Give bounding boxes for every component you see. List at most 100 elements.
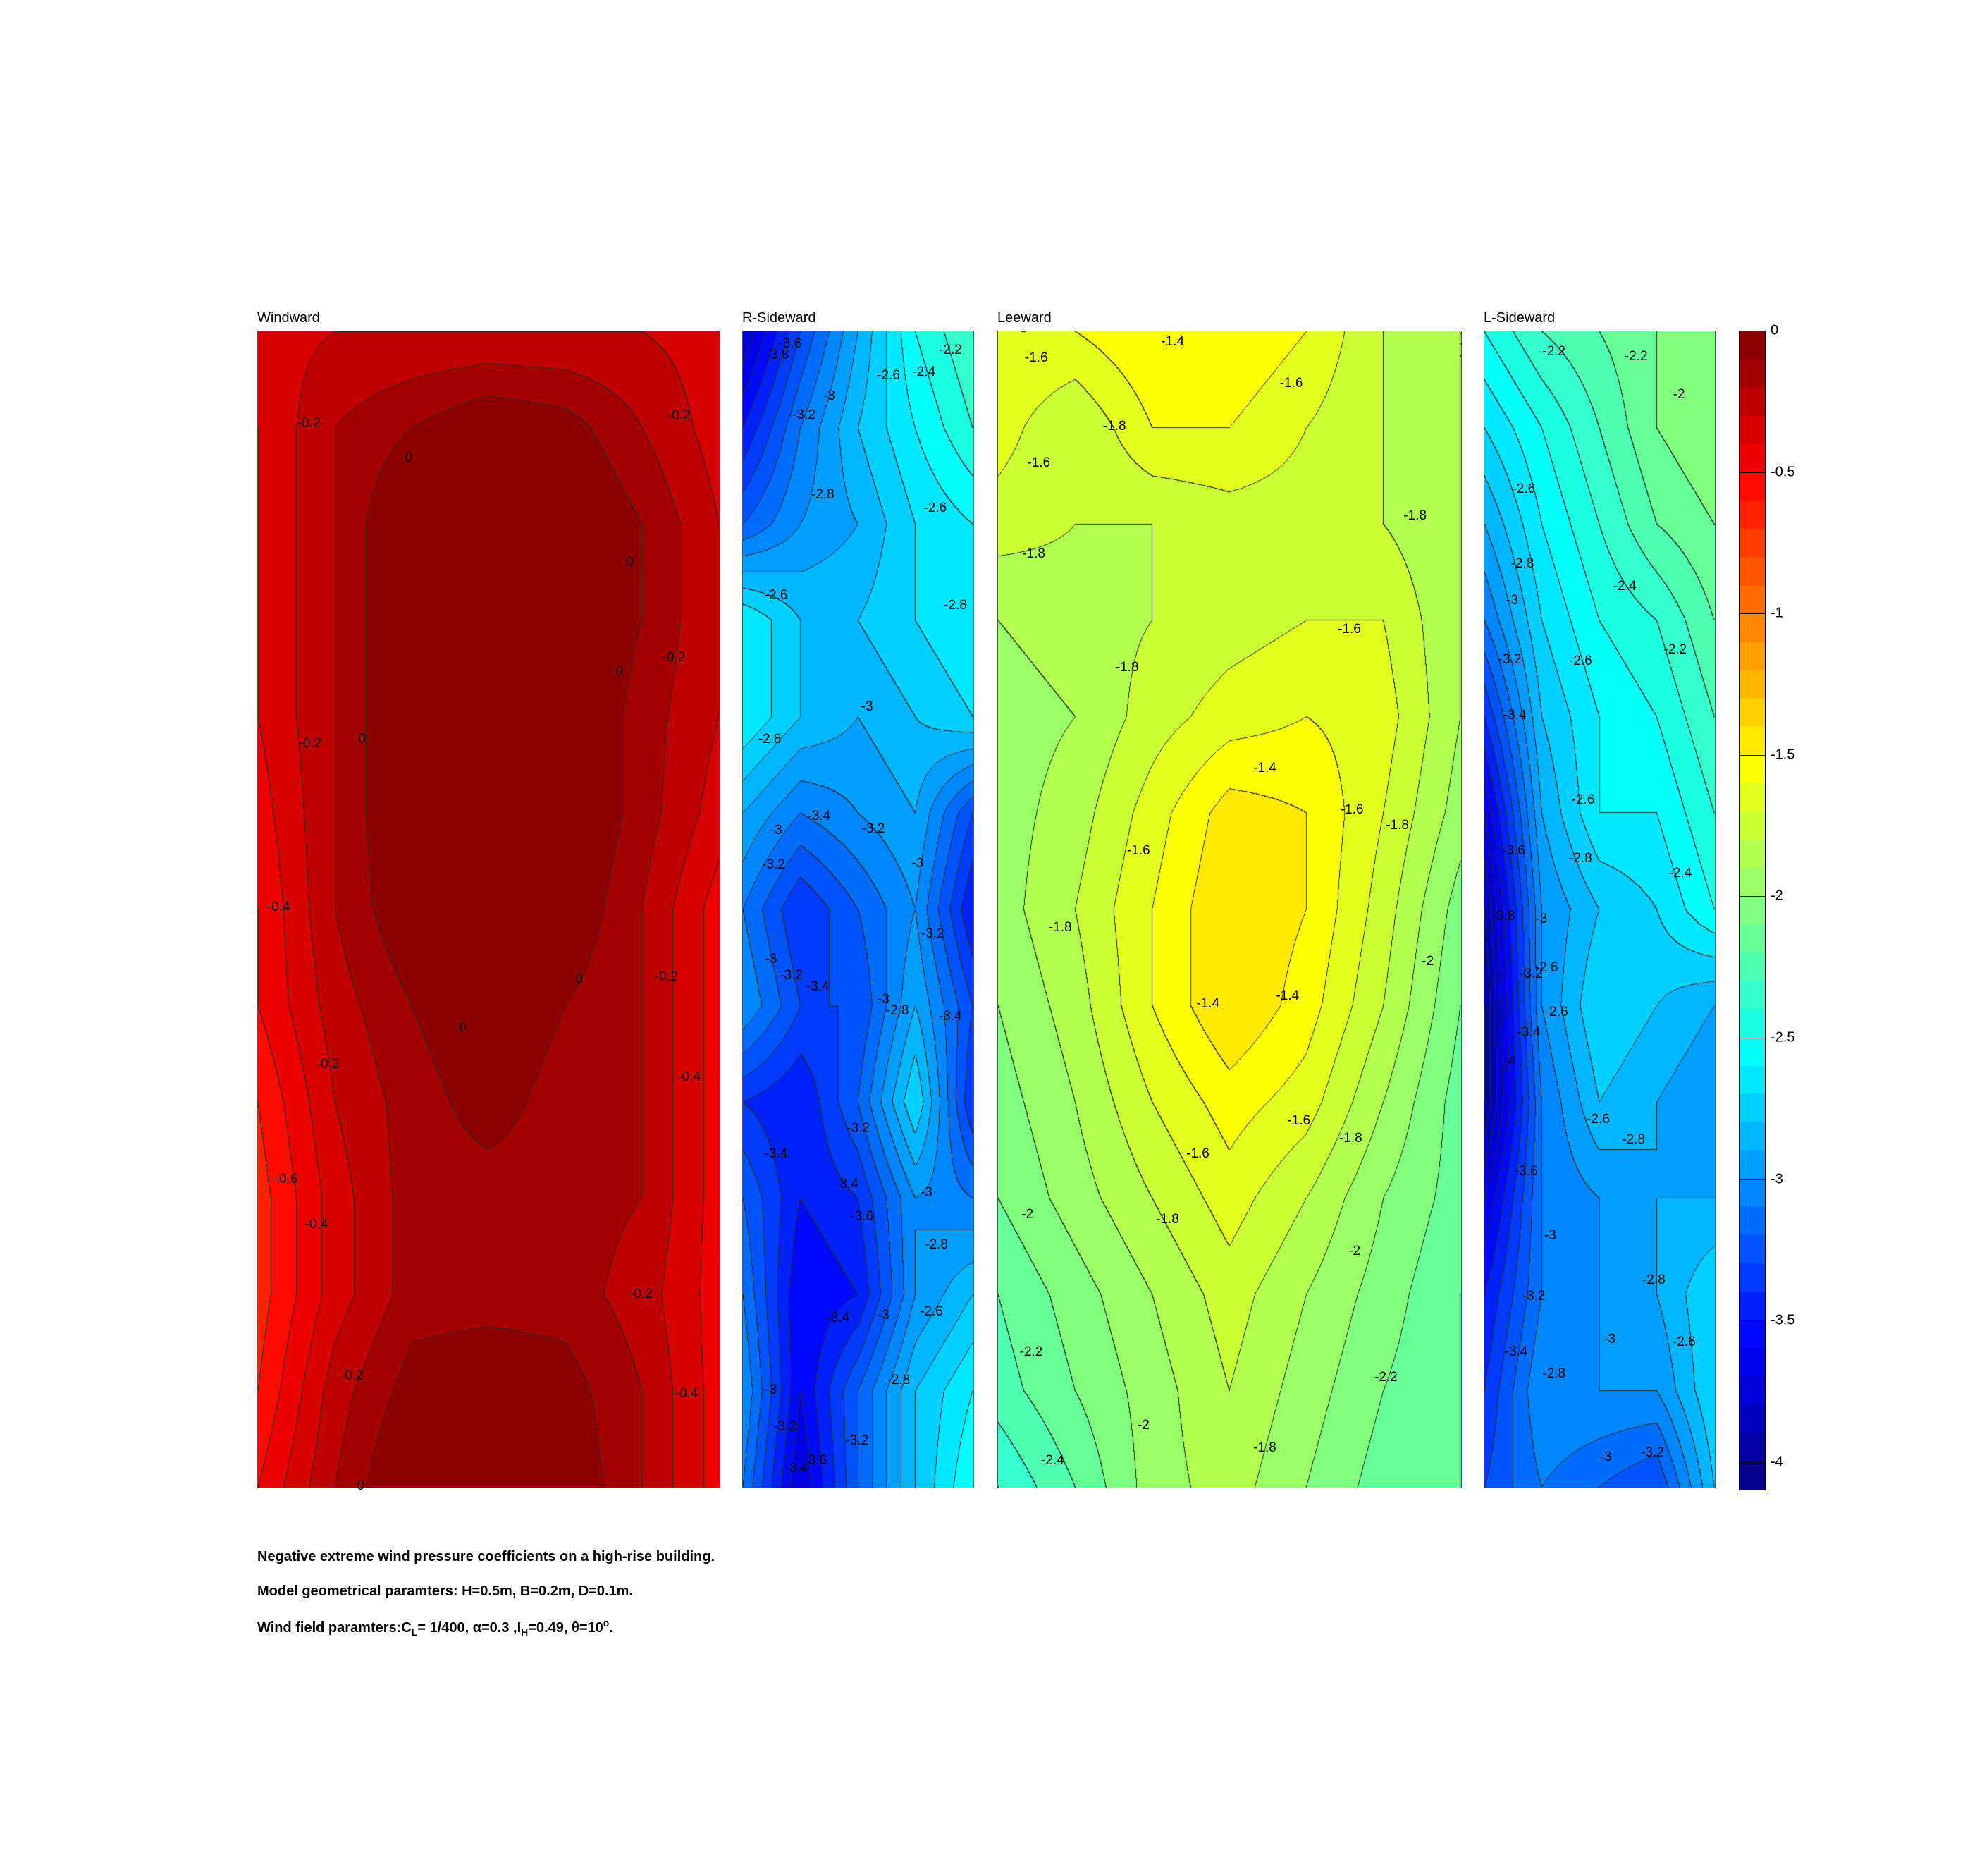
contour-label: -2.8 (1622, 1132, 1645, 1148)
contour-label: -3.8 (765, 348, 789, 363)
caption-3-sup: o (603, 1617, 610, 1629)
contour-label: -0.4 (266, 900, 290, 915)
contour-label: -3 (920, 1185, 932, 1201)
contour-label: -0.6 (274, 1171, 298, 1187)
contour-label: -3.4 (938, 1008, 962, 1024)
caption-3-sub-h: H (521, 1626, 529, 1638)
colorbar-tick-label: 0 (1771, 322, 1779, 338)
contour-label: -0.4 (304, 1217, 328, 1232)
contour-label: -2 (1348, 1243, 1361, 1258)
colorbar-tick-mark (1739, 1179, 1766, 1180)
caption-line-1: Negative extreme wind pressure coefficie… (257, 1549, 715, 1564)
colorbar-tick-label: -0.5 (1771, 464, 1795, 480)
contour-label: -1.6 (1027, 455, 1051, 470)
contour-label: -0.2 (297, 416, 321, 431)
contour-label: -3.6 (1502, 842, 1525, 858)
contour-label: -1.4 (1161, 333, 1185, 349)
contour-label: -2.2 (1374, 1369, 1398, 1385)
contour-label: 0 (625, 555, 634, 570)
contour-label: -2.4 (1668, 866, 1692, 881)
caption-3b: = 1/400, α=0.3 ,I (417, 1619, 522, 1636)
contour-label: -3.2 (1522, 1289, 1546, 1304)
colorbar-tick-label: -2.5 (1771, 1029, 1795, 1046)
contour-label: -2 (1422, 954, 1434, 969)
caption-line-3: Wind field paramters:CL= 1/400, α=0.3 ,I… (257, 1617, 613, 1638)
contour-label: -3.4 (806, 979, 830, 995)
contour-label: -3.4 (784, 1460, 808, 1476)
caption-line-2: Model geometrical paramters: H=0.5m, B=0… (257, 1583, 633, 1599)
contour-label: -2.6 (923, 501, 947, 516)
caption-3d: . (609, 1619, 613, 1636)
contour-label: -3.2 (762, 857, 785, 872)
panel-title-leeward: Leeward (997, 310, 1052, 326)
contour-label: -3 (1599, 1449, 1612, 1464)
contour-label: -2.8 (1569, 850, 1592, 866)
contour-label: -3.4 (1504, 1344, 1528, 1360)
contour-label: -2.4 (1041, 1453, 1064, 1469)
contour-label: -3.2 (1498, 652, 1522, 668)
contour-label: -2.6 (1512, 482, 1536, 497)
contour-label: -2 (1021, 1206, 1034, 1222)
contour-label: -3 (911, 855, 924, 871)
contour-label: -3.4 (1503, 708, 1527, 723)
panel-title-l-sideward: L-Sideward (1484, 310, 1556, 326)
contour-label: -1.6 (1279, 375, 1303, 391)
contour-label: -3.4 (826, 1310, 850, 1325)
contour-label: -2.2 (1542, 344, 1566, 360)
contour-label: -0.2 (629, 1286, 653, 1301)
contour-label: -0.4 (675, 1386, 698, 1402)
contour-label: -1.6 (1340, 802, 1364, 818)
contour-label: -2.8 (885, 1003, 909, 1019)
colorbar (1739, 331, 1766, 1490)
contour-label: -2.8 (887, 1372, 911, 1387)
contour-label: -2.6 (1672, 1334, 1696, 1349)
contour-label: 0 (405, 450, 412, 465)
contour-fill-windward (258, 331, 720, 1488)
contour-label: -2.4 (912, 364, 936, 379)
contour-label: -3.2 (792, 407, 815, 422)
colorbar-tick-label: -4 (1771, 1454, 1783, 1470)
contour-label: -3.2 (845, 1433, 869, 1448)
contour-label: -1.6 (1024, 350, 1048, 366)
contour-label: -3 (861, 699, 873, 714)
contour-label: -1.4 (1276, 988, 1300, 1003)
contour-panel-windward: -0.2 0 -0.2 0 0 -0.2 -0.2 0 -0.4 -0.2 0 0 -0.2 -0.4 -0… (257, 331, 720, 1493)
contour-label: -2.6 (1587, 1112, 1610, 1127)
contour-label: -3 (765, 951, 777, 967)
contour-label: -0.2 (667, 408, 691, 424)
contour-label: -3 (765, 1382, 777, 1397)
contour-label: -2.2 (1019, 1344, 1043, 1360)
contour-fill-leeward (998, 331, 1461, 1488)
contour-label: -3.2 (1641, 1445, 1664, 1461)
contour-label: -3.4 (807, 809, 831, 824)
contour-label: -2.8 (944, 598, 967, 613)
colorbar-tick-mark (1739, 472, 1766, 473)
colorbar-tick-mark (1739, 1461, 1766, 1463)
contour-label: -1.6 (1126, 842, 1150, 858)
contour-label: -3 (1544, 1228, 1556, 1244)
contour-label: 0 (575, 971, 583, 987)
contour-label: -2 (1673, 387, 1685, 402)
contour-label: -0.4 (677, 1069, 701, 1084)
contour-label: -3 (1535, 911, 1548, 926)
caption-3-sub-l: L (411, 1626, 418, 1638)
contour-label: -3.2 (921, 926, 944, 942)
colorbar-tick-label: -2 (1771, 888, 1783, 904)
contour-label: -1.8 (1048, 920, 1072, 936)
contour-label: -2.8 (925, 1237, 948, 1252)
contour-label: -2.8 (811, 486, 835, 502)
contour-label: -1.6 (1287, 1113, 1311, 1129)
contour-label: -1.4 (1253, 761, 1276, 776)
contour-label: -2.8 (1542, 1366, 1566, 1381)
contour-label: -2.2 (1663, 642, 1687, 657)
contour-label: -3.6 (778, 336, 802, 352)
colorbar-tick-label: -3 (1771, 1171, 1783, 1187)
contour-label: -3.2 (861, 821, 885, 837)
contour-label: -3.6 (850, 1209, 874, 1225)
contour-label: -3 (770, 823, 782, 838)
contour-label: -2.8 (1510, 556, 1534, 572)
contour-label: -0.2 (662, 649, 686, 665)
contour-label: -3.4 (764, 1146, 788, 1161)
contour-label: 0 (358, 732, 366, 747)
contour-label: -1.8 (1115, 660, 1139, 675)
